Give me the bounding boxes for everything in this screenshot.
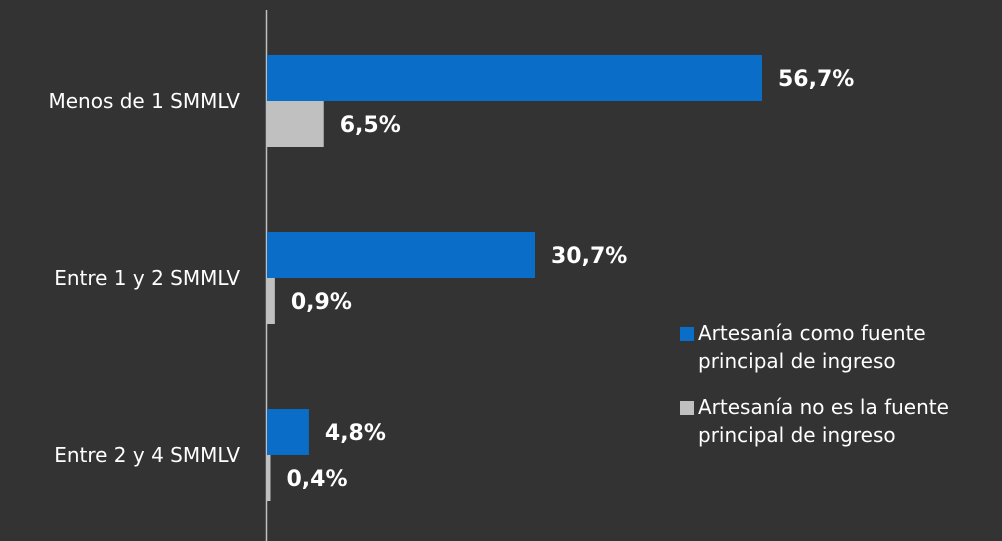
- bar-secondary-income: [267, 455, 271, 501]
- legend-label: Artesanía como fuente: [698, 321, 926, 345]
- data-label: 0,9%: [291, 290, 352, 315]
- bar-secondary-income: [267, 101, 324, 147]
- legend-label: Artesanía no es la fuente: [698, 395, 949, 419]
- bar-primary-income: [267, 409, 309, 455]
- bars: [267, 55, 762, 501]
- data-label: 0,4%: [286, 467, 347, 492]
- bar-primary-income: [267, 232, 536, 278]
- legend: Artesanía como fuente principal de ingres…: [680, 321, 949, 447]
- bar-secondary-income: [267, 278, 275, 324]
- category-label: Entre 1 y 2 SMMLV: [54, 266, 240, 290]
- category-label: Menos de 1 SMMLV: [48, 89, 240, 113]
- category-label: Entre 2 y 4 SMMLV: [54, 443, 240, 467]
- value-labels: 56,7% 6,5% 30,7% 0,9% 4,8% 0,4%: [286, 67, 854, 492]
- data-label: 4,8%: [325, 421, 386, 446]
- data-label: 30,7%: [551, 244, 627, 269]
- bar-primary-income: [267, 55, 762, 101]
- legend-swatch: [680, 327, 694, 341]
- data-label: 56,7%: [778, 67, 854, 92]
- data-label: 6,5%: [340, 113, 401, 138]
- category-labels: Menos de 1 SMMLV Entre 1 y 2 SMMLV Entre 2…: [48, 89, 240, 467]
- legend-label: principal de ingreso: [698, 349, 896, 373]
- legend-swatch: [680, 401, 694, 415]
- legend-label: principal de ingreso: [698, 423, 896, 447]
